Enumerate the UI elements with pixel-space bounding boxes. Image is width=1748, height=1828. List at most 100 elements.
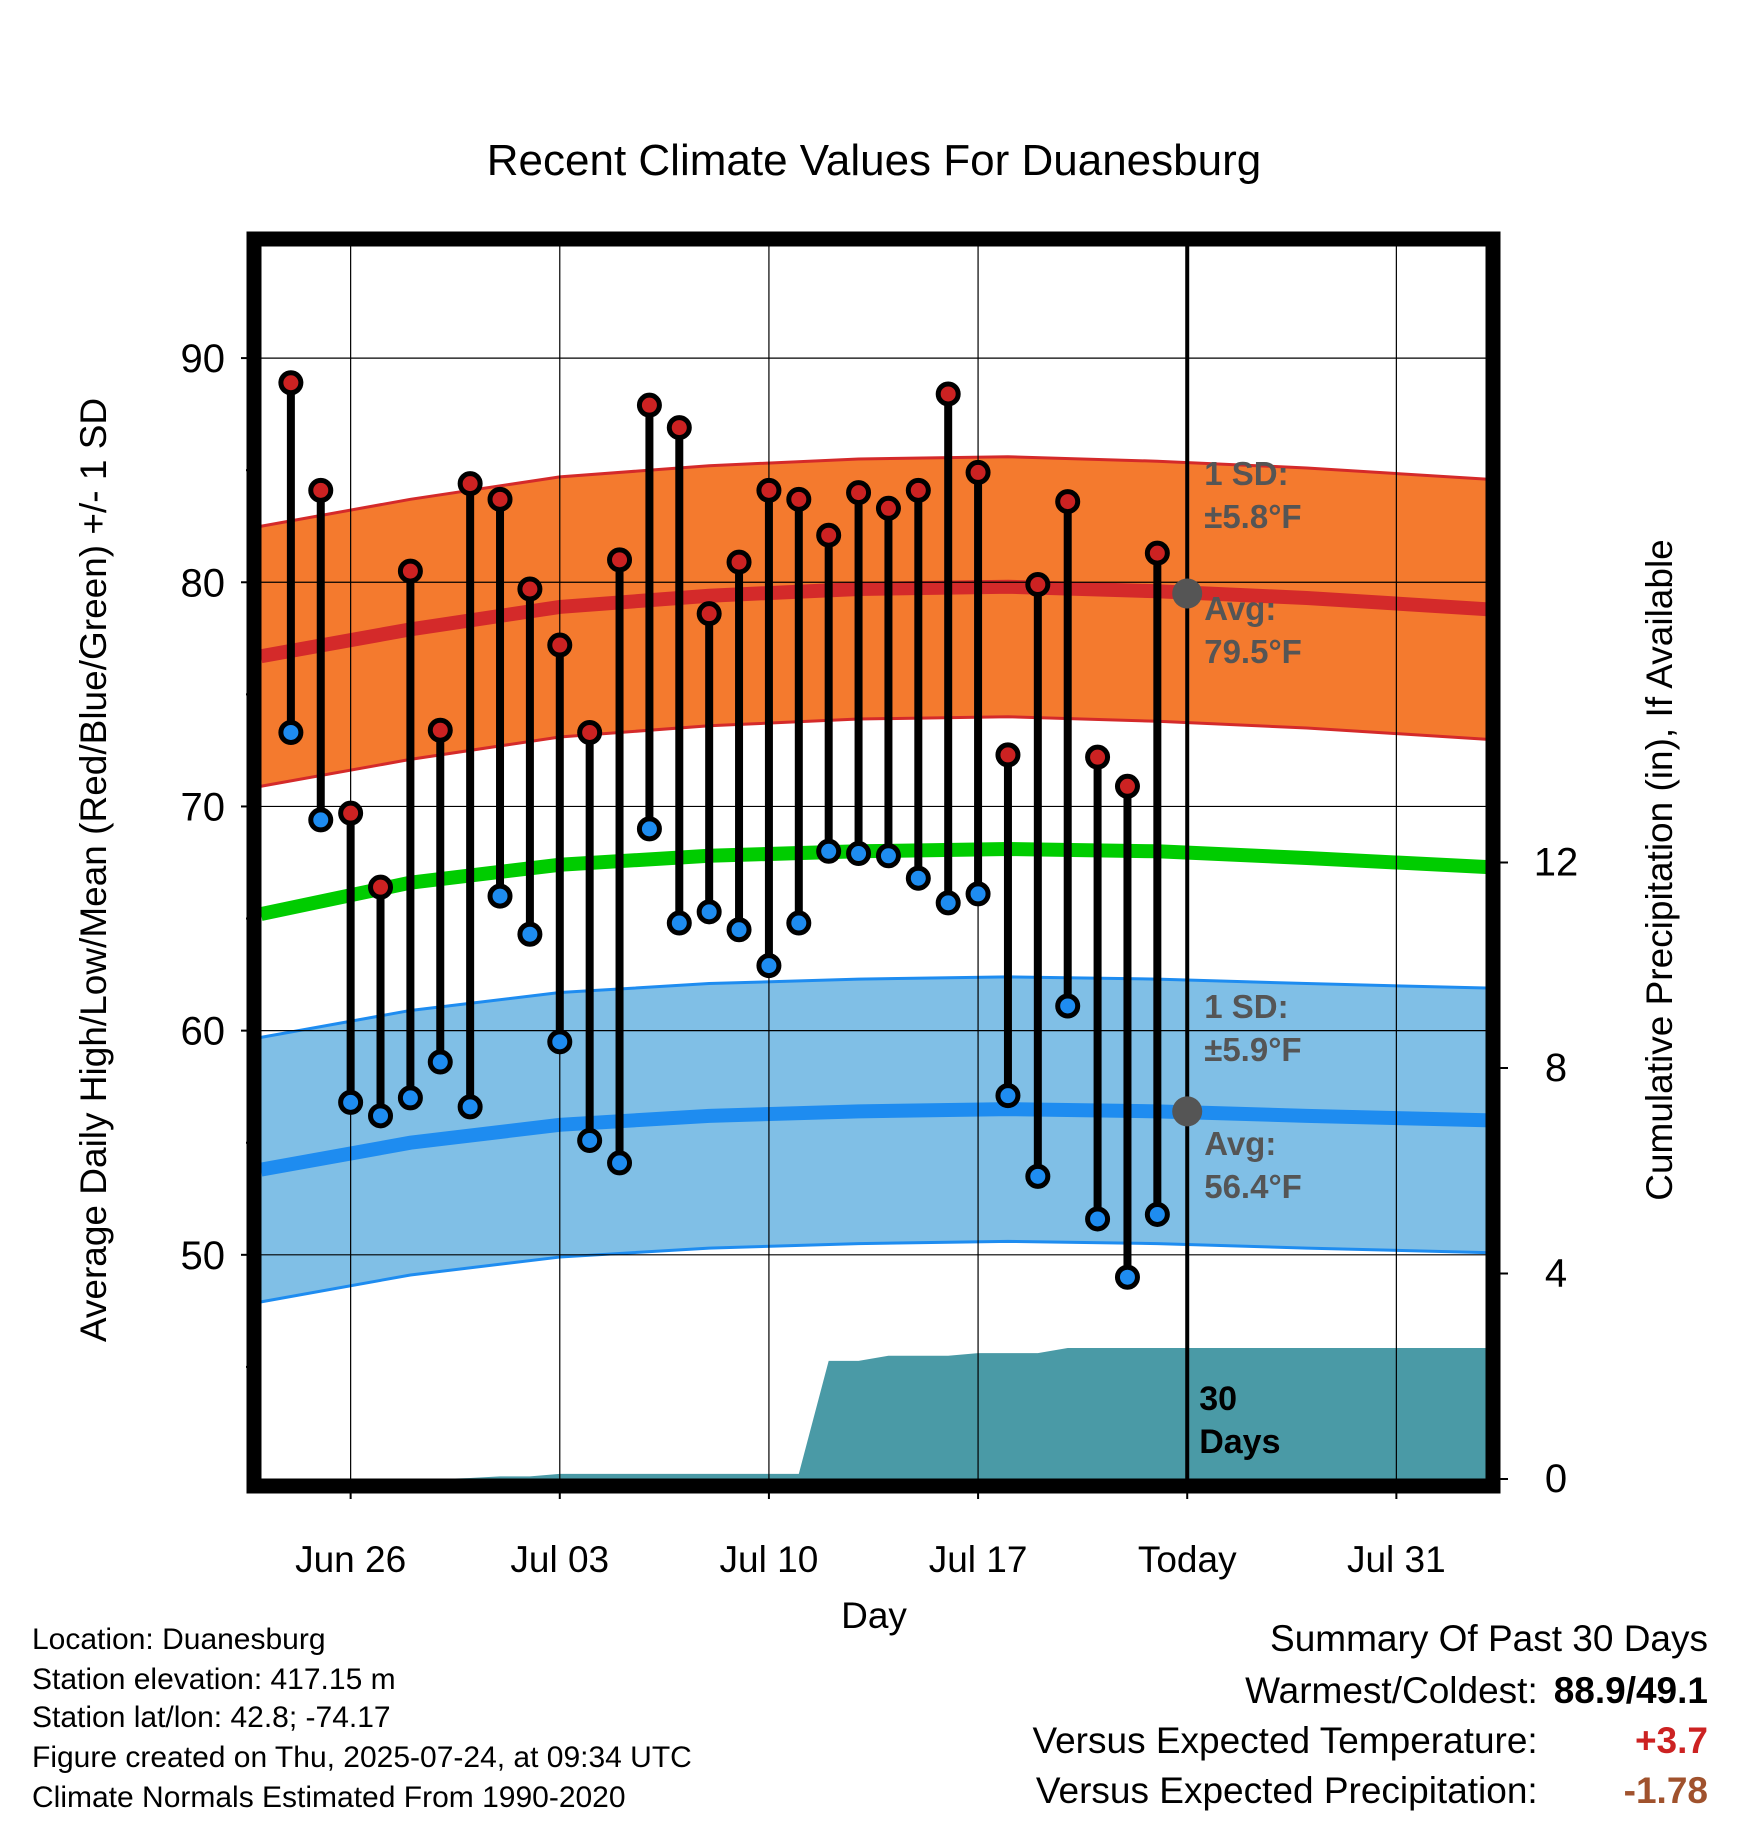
y-tick-label: 60 (181, 1010, 226, 1054)
low-temp-point (1085, 1206, 1111, 1232)
high-sd-band-upper-edge (260, 455, 1487, 528)
low-temp-point (607, 1150, 633, 1176)
x-tick-label: Today (1138, 1539, 1237, 1580)
low-avg-today-marker (1172, 1096, 1203, 1127)
low-temp-point (577, 1127, 603, 1153)
high-temp-point (875, 495, 901, 521)
high-avg-title: Avg: (1204, 590, 1276, 627)
high-temp-point (1055, 489, 1081, 515)
high-temp-point (457, 471, 483, 497)
summary-warmest-coldest: Warmest/Coldest: 88.9/49.1 (1245, 1670, 1708, 1712)
high-temp-point (427, 717, 453, 743)
low-temp-point (1144, 1201, 1170, 1227)
low-temp-point (457, 1094, 483, 1120)
precip-versus-label: Versus Expected Precipitation: (1035, 1770, 1538, 1811)
high-temp-point (816, 522, 842, 548)
plot-frame (246, 231, 1501, 1494)
low-avg-title: Avg: (1204, 1125, 1276, 1162)
low-temp-point (308, 807, 334, 833)
low-temp-point (696, 899, 722, 925)
high-sd-value: ±5.8°F (1204, 498, 1301, 535)
today-days-number: 30 (1199, 1380, 1237, 1418)
high-temp-point (487, 486, 513, 512)
high-temp-point (1085, 744, 1111, 770)
high-temp-point (666, 415, 692, 441)
high-sd-band (261, 456, 1486, 787)
latlon-text: Station lat/lon: 42.8; -74.17 (32, 1701, 391, 1734)
warmest-coldest-label: Warmest/Coldest: (1245, 1670, 1538, 1711)
low-temp-point (397, 1085, 423, 1111)
x-axis-label: Day (841, 1595, 907, 1636)
low-normal-line (259, 1102, 1487, 1177)
high-temp-point (547, 632, 573, 658)
low-temp-point (816, 838, 842, 864)
low-sd-band-lower-edge (260, 1239, 1487, 1304)
low-temp-point (278, 719, 304, 745)
low-temp-point (547, 1029, 573, 1055)
high-temp-point (935, 381, 961, 407)
low-temp-point (427, 1049, 453, 1075)
high-temp-point (846, 480, 872, 506)
y2-tick-label: 4 (1545, 1252, 1567, 1296)
today-days-word: Days (1199, 1423, 1280, 1461)
warmest-coldest-value: 88.9/49.1 (1553, 1670, 1708, 1711)
high-temp-point (965, 459, 991, 485)
location-text: Location: Duanesburg (32, 1623, 326, 1656)
low-temp-point (517, 921, 543, 947)
low-temp-point (1114, 1264, 1140, 1290)
high-temp-point (517, 576, 543, 602)
high-temp-point (368, 874, 394, 900)
low-temp-point (846, 841, 872, 867)
low-temp-point (995, 1083, 1021, 1109)
high-temp-point (696, 601, 722, 627)
x-tick-label: Jul 10 (720, 1539, 819, 1580)
high-temp-point (397, 558, 423, 584)
plot-area: 1 SD: ±5.8°F Avg: 79.5°F 1 SD: ±5.9°F Avg: 56.4… (181, 231, 1579, 1580)
y2-tick-label: 12 (1534, 841, 1579, 885)
precipitation-area (261, 1347, 1486, 1479)
temp-versus-value: +3.7 (1634, 1720, 1708, 1761)
low-sd-band (261, 976, 1486, 1302)
low-temp-point (487, 883, 513, 909)
low-temp-point (965, 881, 991, 907)
low-temp-point (875, 843, 901, 869)
created-text: Figure created on Thu, 2025-07-24, at 09… (32, 1741, 692, 1774)
elevation-text: Station elevation: 417.15 m (32, 1663, 396, 1696)
high-temp-point (607, 547, 633, 573)
x-tick-label: Jul 31 (1347, 1539, 1446, 1580)
low-temp-point (338, 1089, 364, 1115)
y2-axis-label: Cumulative Precipitation (in), If Availa… (1639, 539, 1680, 1201)
high-temp-point (756, 477, 782, 503)
y-tick-label: 70 (181, 785, 226, 829)
low-temp-point (1025, 1163, 1051, 1189)
low-temp-point (935, 890, 961, 916)
high-avg-today-marker (1172, 578, 1203, 609)
high-temp-point (726, 549, 752, 575)
high-temp-point (1114, 773, 1140, 799)
summary-title: Summary Of Past 30 Days (1270, 1618, 1708, 1659)
high-temp-point (308, 477, 334, 503)
temp-versus-label: Versus Expected Temperature: (1032, 1720, 1538, 1761)
low-sd-value: ±5.9°F (1204, 1031, 1301, 1068)
low-avg-value: 56.4°F (1204, 1168, 1302, 1205)
low-temp-point (1055, 993, 1081, 1019)
y-axis-label: Average Daily High/Low/Mean (Red/Blue/Gr… (73, 398, 114, 1342)
high-temp-point (278, 370, 304, 396)
low-temp-point (368, 1103, 394, 1129)
high-temp-point (995, 742, 1021, 768)
y-tick-label: 80 (181, 561, 226, 605)
low-temp-point (786, 910, 812, 936)
precip-versus-value: -1.78 (1623, 1770, 1708, 1811)
chart-title: Recent Climate Values For Duanesburg (487, 136, 1261, 185)
normals-source-text: Climate Normals Estimated From 1990-2020 (32, 1781, 626, 1814)
low-temp-point (756, 953, 782, 979)
x-tick-label: Jun 26 (295, 1539, 406, 1580)
high-avg-value: 79.5°F (1204, 633, 1302, 670)
x-tick-label: Jul 03 (510, 1539, 609, 1580)
y-tick-label: 50 (181, 1234, 226, 1278)
y2-tick-label: 8 (1545, 1046, 1567, 1090)
high-temp-point (577, 719, 603, 745)
y-tick-label: 90 (181, 337, 226, 381)
low-temp-point (726, 917, 752, 943)
